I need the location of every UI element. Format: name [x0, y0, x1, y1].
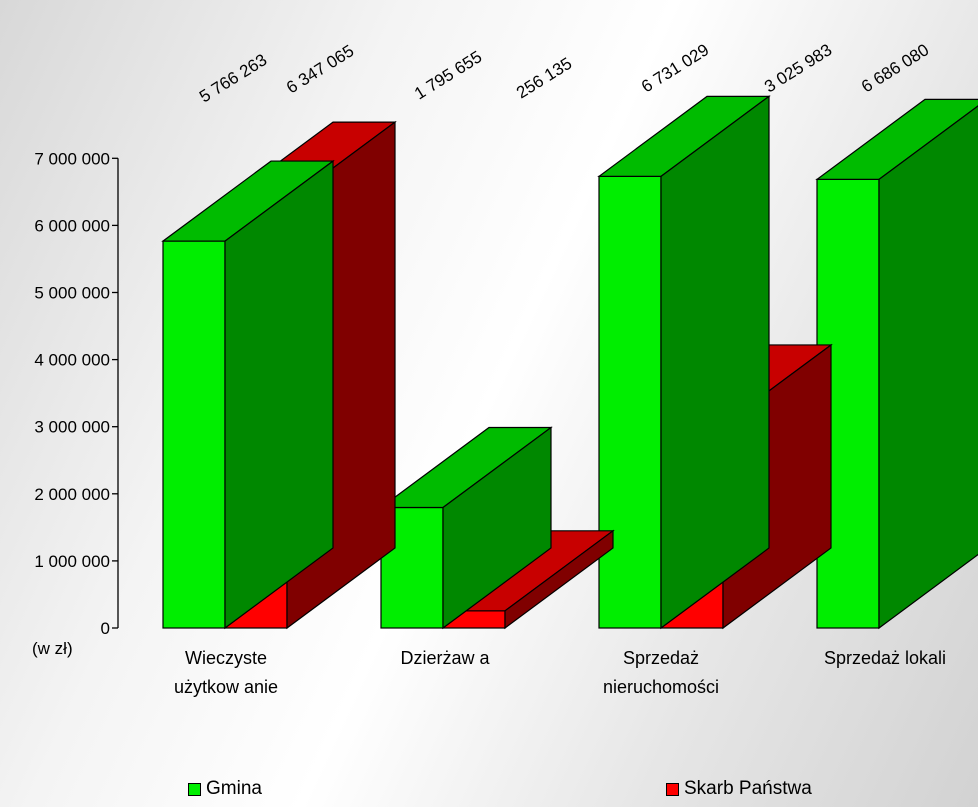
- bar-skarb-panstwa-dzierzawa-side: [504, 529, 614, 630]
- y-tick-label: 1 000 000: [34, 552, 110, 571]
- category-label: nieruchomości: [603, 677, 719, 697]
- y-tick-label: 4 000 000: [34, 351, 110, 370]
- y-tick-label: 0: [101, 619, 110, 638]
- y-tick-label: 6 000 000: [34, 216, 110, 235]
- bar-gmina-sprzedaz-lokali: [815, 98, 978, 630]
- y-axis: 0 1 000 000 2 000 000 3 000 000 4 000 000 5 0…: [34, 149, 119, 638]
- unit-label: (w zł): [32, 639, 73, 658]
- bar-gmina-sprzedaz-nieruchomosci-side: [660, 95, 770, 630]
- legend-label-skarb-panstwa: Skarb Państwa: [684, 778, 812, 799]
- bar-gmina-sprzedaz-nieruchomosci-front: [598, 175, 662, 629]
- bar-gmina-dzierzawa-side: [442, 426, 552, 630]
- data-label: 256 135: [513, 54, 575, 103]
- data-label: 6 347 065: [283, 41, 357, 97]
- legend-swatch-gmina: [188, 782, 201, 796]
- bar-gmina-wieczyste-uzytkowanie: [161, 159, 335, 630]
- data-label: 1 795 655: [411, 47, 485, 103]
- data-label: 3 025 983: [761, 40, 835, 96]
- bars: [161, 95, 978, 630]
- legend-label-gmina: Gmina: [206, 778, 262, 799]
- y-tick-label: 3 000 000: [34, 418, 110, 437]
- legend-swatch-skarb-panstwa: [666, 782, 679, 796]
- bar-gmina-sprzedaz-nieruchomosci: [597, 95, 771, 630]
- bar-gmina-wieczyste-uzytkowanie-side: [224, 159, 334, 630]
- legend-item-skarb-panstwa: Skarb Państwa: [666, 778, 812, 800]
- y-tick-label: 7 000 000: [34, 149, 110, 168]
- data-label: 6 686 080: [858, 40, 932, 96]
- category-label: Sprzedaż lokali: [824, 648, 946, 668]
- data-labels: 5 766 263 6 347 065 1 795 655 256 135 6 731 …: [196, 40, 932, 106]
- category-labels: Wieczyste użytkow anie Dzierżaw a Sprzedaż n…: [174, 648, 946, 697]
- y-tick-label: 5 000 000: [34, 284, 110, 303]
- legend-item-gmina: Gmina: [188, 778, 262, 800]
- bar-gmina-wieczyste-uzytkowanie-front: [162, 240, 226, 629]
- category-label: Dzierżaw a: [400, 648, 490, 668]
- y-tick-label: 2 000 000: [34, 485, 110, 504]
- bar-gmina-sprzedaz-lokali-top: [815, 98, 978, 180]
- bar-gmina-sprzedaz-lokali-side: [878, 105, 978, 630]
- bar-gmina-dzierzawa: [379, 426, 553, 630]
- data-label: 5 766 263: [196, 50, 270, 106]
- category-label: Wieczyste: [185, 648, 267, 668]
- category-label: użytkow anie: [174, 677, 278, 697]
- data-label: 6 731 029: [638, 40, 712, 96]
- category-label: Sprzedaż: [623, 648, 699, 668]
